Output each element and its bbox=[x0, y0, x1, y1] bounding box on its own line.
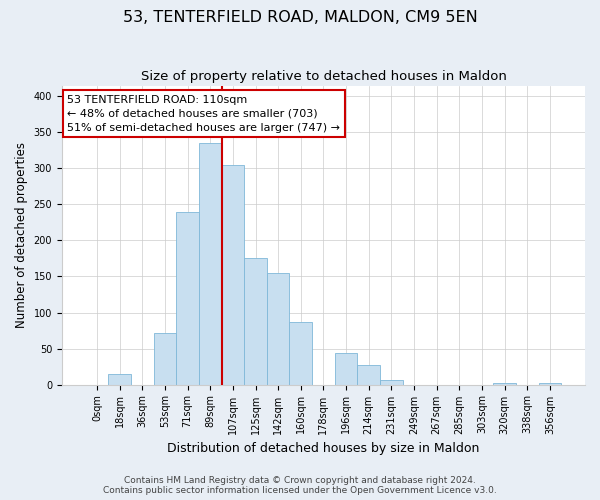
Bar bbox=[358, 365, 380, 384]
Text: 53, TENTERFIELD ROAD, MALDON, CM9 5EN: 53, TENTERFIELD ROAD, MALDON, CM9 5EN bbox=[122, 10, 478, 25]
Bar bbox=[244, 258, 267, 384]
Bar bbox=[109, 374, 131, 384]
Bar bbox=[380, 380, 403, 384]
Bar bbox=[493, 383, 516, 384]
Title: Size of property relative to detached houses in Maldon: Size of property relative to detached ho… bbox=[140, 70, 506, 83]
Text: 53 TENTERFIELD ROAD: 110sqm
← 48% of detached houses are smaller (703)
51% of se: 53 TENTERFIELD ROAD: 110sqm ← 48% of det… bbox=[67, 94, 340, 132]
Bar bbox=[221, 165, 244, 384]
Bar bbox=[199, 143, 221, 384]
Bar bbox=[154, 332, 176, 384]
Text: Contains HM Land Registry data © Crown copyright and database right 2024.
Contai: Contains HM Land Registry data © Crown c… bbox=[103, 476, 497, 495]
Bar bbox=[539, 383, 561, 384]
Bar bbox=[289, 322, 312, 384]
Bar bbox=[335, 353, 358, 384]
Y-axis label: Number of detached properties: Number of detached properties bbox=[15, 142, 28, 328]
X-axis label: Distribution of detached houses by size in Maldon: Distribution of detached houses by size … bbox=[167, 442, 479, 455]
Bar bbox=[267, 273, 289, 384]
Bar bbox=[176, 212, 199, 384]
